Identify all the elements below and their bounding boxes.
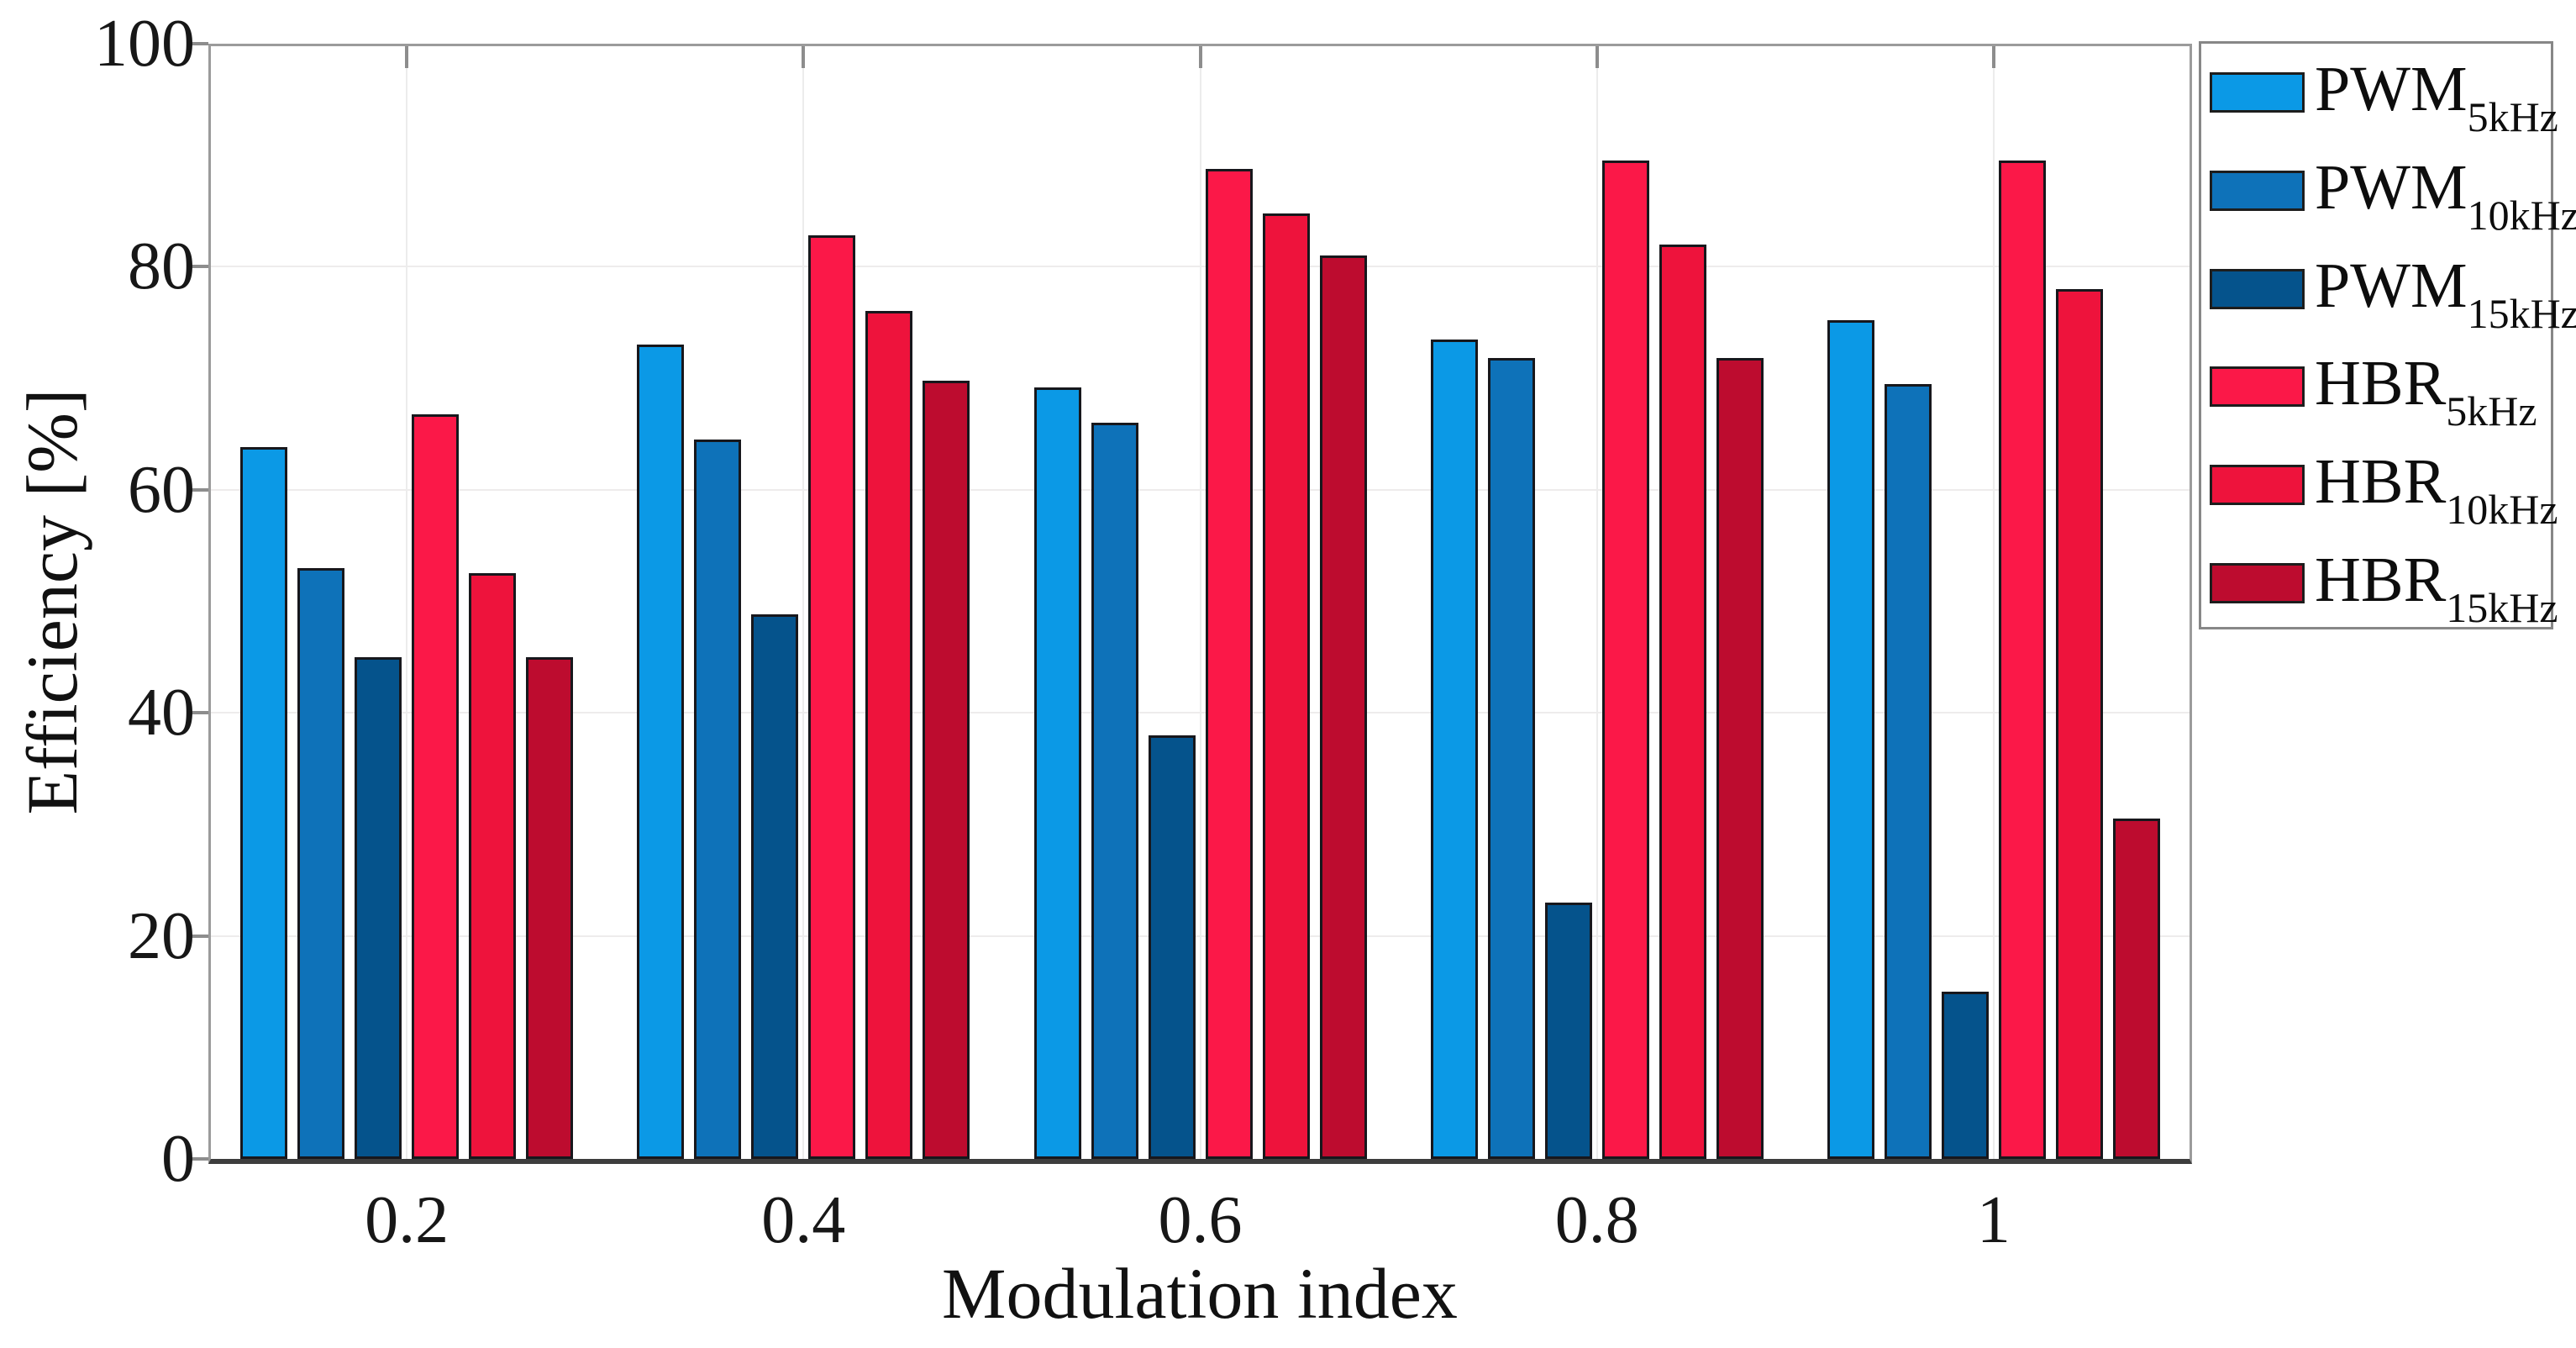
legend-label-main: HBR: [2315, 348, 2447, 419]
y-tick-label: 100: [94, 7, 195, 81]
legend-label-subscript: 10kHz: [2467, 191, 2576, 239]
bar-hbr_15khz: [2112, 819, 2160, 1159]
legend-label-main: PWM: [2315, 250, 2468, 321]
legend-item-pwm_10khz: PWM10kHz: [2210, 142, 2576, 240]
legend-label: HBR15kHz: [2315, 544, 2558, 631]
bar-pwm_10khz: [1487, 358, 1535, 1159]
y-tick-label: 0: [161, 1122, 195, 1196]
bar-pwm_10khz: [1884, 383, 1932, 1159]
legend-swatch-hbr_15khz: [2210, 562, 2305, 603]
y-tick-label: 40: [128, 676, 195, 750]
x-tick-label: 0.2: [365, 1183, 449, 1257]
vertical-gridline: [1992, 44, 1995, 1159]
legend-swatch-pwm_10khz: [2210, 170, 2305, 211]
legend-label: HBR5kHz: [2315, 348, 2537, 434]
y-tick-mark: [188, 1157, 208, 1161]
legend-item-hbr_5khz: HBR5kHz: [2210, 338, 2537, 436]
legend-item-hbr_15khz: HBR15kHz: [2210, 534, 2558, 632]
legend-label: HBR10kHz: [2315, 450, 2558, 533]
legend-label: PWM15kHz: [2315, 254, 2576, 337]
bar-hbr_10khz: [865, 311, 913, 1159]
legend-label-subscript: 15kHz: [2446, 583, 2558, 631]
legend-swatch-pwm_5khz: [2210, 72, 2305, 113]
bar-hbr_5khz: [1601, 161, 1649, 1159]
y-tick-mark: [188, 42, 208, 45]
legend-label-subscript: 15kHz: [2467, 289, 2576, 337]
vertical-gridline: [1596, 44, 1598, 1159]
bar-hbr_10khz: [1262, 213, 1310, 1159]
bar-pwm_15khz: [1544, 902, 1592, 1159]
legend-label-main: HBR: [2315, 544, 2447, 615]
x-tick-mark-top: [1595, 46, 1599, 68]
bar-pwm_15khz: [1148, 735, 1196, 1159]
legend-label-main: PWM: [2315, 54, 2468, 125]
legend-label-subscript: 5kHz: [2467, 93, 2558, 141]
bar-pwm_5khz: [1827, 320, 1874, 1159]
legend: PWM5kHz PWM10kHz PWM15kHz HBR5kHz HBR10kHz HB…: [2199, 41, 2576, 631]
legend-label: PWM5kHz: [2315, 54, 2558, 140]
x-tick-label: 0.8: [1554, 1183, 1639, 1257]
bar-hbr_15khz: [1716, 358, 1764, 1159]
y-tick-label: 20: [128, 898, 195, 973]
legend-label: PWM10kHz: [2315, 151, 2576, 239]
legend-swatch-pwm_15khz: [2210, 268, 2305, 309]
legend-label-main: HBR: [2315, 445, 2447, 517]
bar-hbr_15khz: [1319, 255, 1367, 1159]
y-tick-mark: [188, 711, 208, 715]
bar-hbr_5khz: [412, 413, 460, 1159]
x-tick-mark-top: [802, 46, 806, 68]
bar-hbr_5khz: [1998, 161, 2046, 1159]
x-tick-mark-top: [1198, 46, 1202, 68]
vertical-gridline: [802, 44, 805, 1159]
legend-label-subscript: 5kHz: [2446, 387, 2537, 435]
legend-swatch-hbr_5khz: [2210, 366, 2305, 408]
legend-item-pwm_15khz: PWM15kHz: [2210, 240, 2576, 338]
y-tick-mark: [188, 487, 208, 492]
legend-swatch-hbr_10khz: [2210, 464, 2305, 505]
x-tick-mark-top: [405, 46, 409, 68]
x-tick-label: 0.4: [761, 1183, 846, 1257]
legend-item-hbr_10khz: HBR10kHz: [2210, 436, 2558, 534]
vertical-gridline: [1199, 44, 1201, 1159]
legend-label-subscript: 10kHz: [2446, 485, 2558, 533]
y-tick-label: 60: [128, 452, 195, 527]
bar-pwm_15khz: [1941, 991, 1989, 1159]
legend-item-pwm_5khz: PWM5kHz: [2210, 44, 2558, 142]
bar-pwm_15khz: [355, 656, 402, 1159]
y-axis-label: Efficiency [%]: [12, 388, 92, 815]
x-tick-label: 0.6: [1158, 1183, 1243, 1257]
legend-label-main: PWM: [2315, 151, 2468, 223]
bar-hbr_10khz: [2055, 288, 2103, 1159]
bar-pwm_10khz: [694, 440, 742, 1159]
bar-hbr_10khz: [1659, 244, 1706, 1159]
bar-pwm_5khz: [1033, 387, 1081, 1159]
bar-pwm_5khz: [637, 345, 685, 1159]
y-tick-label: 80: [128, 229, 195, 304]
bar-hbr_15khz: [923, 380, 970, 1159]
x-axis-label: Modulation index: [942, 1253, 1458, 1334]
bar-hbr_5khz: [1205, 168, 1253, 1159]
x-tick-label: 1: [1976, 1183, 2011, 1257]
bar-pwm_10khz: [1091, 423, 1138, 1159]
vertical-gridline: [406, 44, 408, 1159]
bar-pwm_10khz: [297, 567, 345, 1159]
bar-hbr_15khz: [526, 656, 574, 1159]
x-tick-mark-top: [1991, 46, 1995, 68]
bar-hbr_10khz: [469, 573, 517, 1159]
bar-hbr_5khz: [808, 235, 856, 1159]
bar-pwm_5khz: [1430, 339, 1478, 1159]
y-tick-mark: [188, 265, 208, 269]
bar-pwm_5khz: [240, 447, 288, 1159]
bar-pwm_15khz: [751, 614, 799, 1159]
y-tick-mark: [188, 934, 208, 938]
